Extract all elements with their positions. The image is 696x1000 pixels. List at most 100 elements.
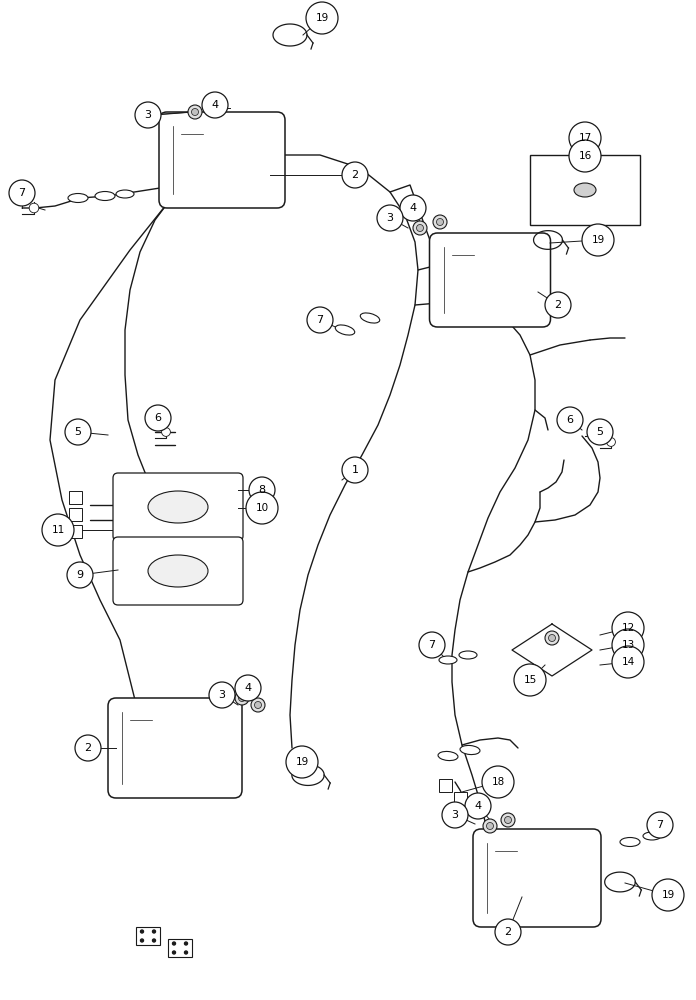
Circle shape [211,101,225,115]
Circle shape [235,691,249,705]
Text: 5: 5 [74,427,81,437]
Circle shape [557,407,583,433]
Circle shape [548,635,555,642]
Circle shape [465,793,491,819]
Text: 19: 19 [661,890,674,900]
Circle shape [487,822,493,830]
Text: 7: 7 [317,315,324,325]
Bar [68,508,81,520]
Bar [136,927,160,945]
Bar [68,490,81,504]
Circle shape [587,419,613,445]
Circle shape [188,105,202,119]
Text: 6: 6 [155,413,161,423]
FancyBboxPatch shape [113,473,243,541]
Circle shape [419,632,445,658]
Bar [454,792,466,804]
Circle shape [191,108,198,115]
Circle shape [135,102,161,128]
Text: 1: 1 [351,465,358,475]
FancyBboxPatch shape [473,829,601,927]
Circle shape [514,664,546,696]
Circle shape [612,646,644,678]
Circle shape [501,813,515,827]
Text: 4: 4 [409,203,417,213]
Text: 6: 6 [567,415,574,425]
Text: 10: 10 [255,503,269,513]
Ellipse shape [620,838,640,846]
Text: 11: 11 [52,525,65,535]
Circle shape [483,819,497,833]
Ellipse shape [574,183,596,197]
Circle shape [209,682,235,708]
Circle shape [612,612,644,644]
Text: 2: 2 [505,927,512,937]
Text: 3: 3 [145,110,152,120]
Ellipse shape [116,190,134,198]
Circle shape [246,492,278,524]
Circle shape [495,919,521,945]
Text: 14: 14 [622,657,635,667]
Circle shape [251,698,265,712]
FancyBboxPatch shape [159,112,285,208]
FancyBboxPatch shape [429,233,551,327]
Circle shape [152,930,155,933]
Circle shape [249,477,275,503]
Ellipse shape [335,325,355,335]
Polygon shape [512,624,592,676]
Circle shape [141,930,143,933]
Circle shape [592,426,601,434]
Ellipse shape [460,745,480,755]
Circle shape [173,951,175,954]
Circle shape [442,802,468,828]
Circle shape [307,307,333,333]
Text: 19: 19 [315,13,329,23]
Circle shape [141,939,143,942]
Text: 18: 18 [491,777,505,787]
Text: 2: 2 [351,170,358,180]
Ellipse shape [148,491,208,523]
Text: 3: 3 [386,213,393,223]
Text: 4: 4 [244,683,251,693]
Text: 4: 4 [212,100,219,110]
Ellipse shape [68,194,88,202]
Ellipse shape [361,313,380,323]
Circle shape [286,746,318,778]
Circle shape [67,562,93,588]
Circle shape [202,92,228,118]
Circle shape [255,702,262,708]
Text: 3: 3 [452,810,459,820]
Circle shape [482,766,514,798]
Bar [168,939,192,957]
Circle shape [161,428,171,436]
Text: 4: 4 [475,801,482,811]
Ellipse shape [643,832,661,840]
Circle shape [42,514,74,546]
Circle shape [582,224,614,256]
Circle shape [306,2,338,34]
Circle shape [416,225,423,232]
Text: 2: 2 [555,300,562,310]
Circle shape [75,735,101,761]
Ellipse shape [459,651,477,659]
Bar [530,155,640,225]
Circle shape [505,816,512,824]
Circle shape [652,879,684,911]
Circle shape [569,140,601,172]
Text: 15: 15 [523,675,537,685]
Text: 8: 8 [258,485,266,495]
Circle shape [173,942,175,945]
Circle shape [184,951,187,954]
Circle shape [9,180,35,206]
Text: 3: 3 [219,690,226,700]
FancyBboxPatch shape [108,698,242,798]
Circle shape [342,162,368,188]
Ellipse shape [438,751,458,761]
Circle shape [400,195,426,221]
Circle shape [612,629,644,661]
Circle shape [377,205,403,231]
Circle shape [214,104,221,111]
FancyBboxPatch shape [113,537,243,605]
Circle shape [342,457,368,483]
Circle shape [235,675,261,701]
